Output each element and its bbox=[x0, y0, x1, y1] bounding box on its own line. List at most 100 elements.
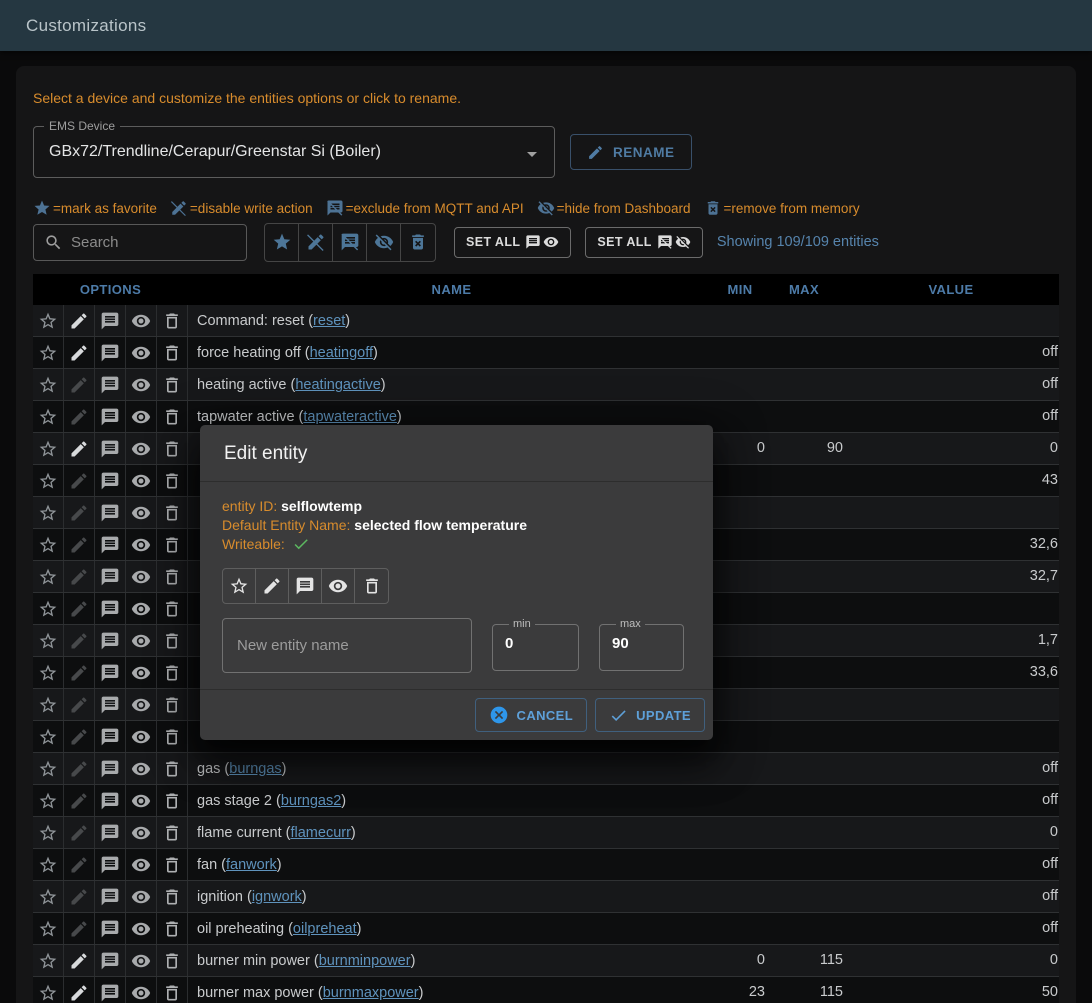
update-button[interactable]: UPDATE bbox=[595, 698, 705, 732]
writeable-pencil-icon bbox=[64, 465, 95, 496]
writeable-pencil-icon bbox=[64, 657, 95, 688]
entity-min-cell bbox=[715, 689, 765, 720]
table-row[interactable]: gas (burngas) off bbox=[33, 753, 1059, 785]
favorite-star-icon bbox=[33, 849, 64, 880]
search-input[interactable] bbox=[71, 233, 231, 251]
entity-id-link[interactable]: reset bbox=[313, 312, 346, 329]
writeable-pencil-icon bbox=[64, 753, 95, 784]
visibility-eye-icon bbox=[126, 401, 157, 432]
table-row[interactable]: burner max power (burnmaxpower) 23 115 5… bbox=[33, 977, 1059, 1003]
entity-max-cell bbox=[765, 593, 843, 624]
table-row[interactable]: ignition (ignwork) off bbox=[33, 881, 1059, 913]
eye-off-icon bbox=[675, 234, 691, 250]
writeable-pencil-icon bbox=[64, 625, 95, 656]
entity-min-cell bbox=[715, 497, 765, 528]
eye-icon bbox=[328, 576, 348, 596]
entity-id-link[interactable]: heatingactive bbox=[295, 376, 381, 393]
entity-id-link[interactable]: flamecurr bbox=[290, 824, 351, 841]
entity-id-line: entity ID: selflowtemp bbox=[222, 497, 691, 516]
writeable-pencil-icon bbox=[64, 305, 95, 336]
favorite-star-icon bbox=[33, 337, 64, 368]
set-all-enable-button[interactable]: SET ALL bbox=[454, 226, 572, 258]
entity-max-cell bbox=[765, 625, 843, 656]
entity-min-cell bbox=[715, 465, 765, 496]
cancel-button[interactable]: CANCEL bbox=[474, 698, 588, 732]
mqtt-comment-icon bbox=[95, 913, 126, 944]
entity-id-link[interactable]: fanwork bbox=[226, 856, 277, 873]
rename-button[interactable]: RENAME bbox=[570, 134, 692, 170]
trash-icon bbox=[362, 576, 382, 596]
filter-toggle-comment-off[interactable] bbox=[333, 223, 367, 261]
dialog-toggle-pencil[interactable] bbox=[256, 569, 289, 603]
filter-toggle-pencil-off[interactable] bbox=[299, 223, 333, 261]
entity-max-cell bbox=[765, 401, 843, 432]
entity-id-link[interactable]: burnmaxpower bbox=[322, 984, 419, 1001]
eye-icon bbox=[543, 234, 559, 250]
favorite-star-icon bbox=[33, 593, 64, 624]
entity-id-link[interactable]: tapwateractive bbox=[303, 408, 397, 425]
delete-trash-icon bbox=[157, 913, 188, 944]
ems-device-select[interactable]: EMS Device GBx72/Trendline/Cerapur/Green… bbox=[33, 119, 555, 178]
table-row[interactable]: burner min power (burnminpower) 0 115 0 bbox=[33, 945, 1059, 977]
entity-value-cell bbox=[843, 721, 1059, 752]
check-icon bbox=[292, 535, 310, 553]
favorite-star-icon bbox=[33, 305, 64, 336]
filter-toggle-star-filled[interactable] bbox=[265, 223, 299, 261]
entity-name-cell: gas stage 2 (burngas2) bbox=[197, 792, 347, 809]
table-row[interactable]: oil preheating (oilpreheat) off bbox=[33, 913, 1059, 945]
entity-max-cell bbox=[765, 369, 843, 400]
entity-name-cell: burner min power (burnminpower) bbox=[197, 952, 416, 969]
dialog-toggle-trash[interactable] bbox=[355, 569, 388, 603]
table-row[interactable]: fan (fanwork) off bbox=[33, 849, 1059, 881]
entity-min-cell bbox=[715, 369, 765, 400]
comment-off-icon bbox=[326, 199, 344, 217]
entity-value-cell: 1,7 bbox=[1037, 632, 1058, 648]
entity-min-cell bbox=[715, 817, 765, 848]
entity-id-link[interactable]: burnminpower bbox=[318, 952, 411, 969]
entity-name-cell: flame current (flamecurr) bbox=[197, 824, 356, 841]
table-row[interactable]: heating active (heatingactive) off bbox=[33, 369, 1059, 401]
entity-id-link[interactable]: heatingoff bbox=[309, 344, 374, 361]
writeable-pencil-icon bbox=[64, 913, 95, 944]
writeable-pencil-icon bbox=[64, 401, 95, 432]
entity-min-cell bbox=[715, 529, 765, 560]
table-row[interactable]: gas stage 2 (burngas2) off bbox=[33, 785, 1059, 817]
set-all-disable-button[interactable]: SET ALL bbox=[585, 226, 703, 258]
entity-min-cell bbox=[715, 401, 765, 432]
table-row[interactable]: force heating off (heatingoff) off bbox=[33, 337, 1059, 369]
ems-device-select-label: EMS Device bbox=[44, 119, 121, 133]
entity-value-cell: 50 bbox=[1041, 984, 1058, 1000]
max-field[interactable]: max 90 bbox=[599, 618, 684, 671]
ems-device-select-value: GBx72/Trendline/Cerapur/Greenstar Si (Bo… bbox=[49, 143, 381, 160]
filter-toggle-trash-x[interactable] bbox=[401, 224, 435, 261]
entity-id-link[interactable]: burngas2 bbox=[280, 792, 342, 809]
entity-min-cell bbox=[715, 561, 765, 592]
header-value: VALUE bbox=[928, 282, 974, 297]
entity-id-link[interactable]: burngas bbox=[229, 760, 282, 777]
entity-id-link[interactable]: ignwork bbox=[251, 888, 302, 905]
dialog-toggle-star[interactable] bbox=[223, 569, 256, 603]
entity-id-link[interactable]: oilpreheat bbox=[292, 920, 357, 937]
entity-max-cell bbox=[765, 497, 843, 528]
max-field-value: 90 bbox=[612, 635, 629, 652]
dialog-title: Edit entity bbox=[200, 425, 713, 482]
new-entity-name-input[interactable] bbox=[222, 618, 472, 673]
writeable-pencil-icon bbox=[64, 497, 95, 528]
writeable-pencil-icon bbox=[64, 593, 95, 624]
mqtt-comment-icon bbox=[95, 369, 126, 400]
entity-min-cell bbox=[715, 849, 765, 880]
entity-max-cell bbox=[765, 881, 843, 912]
dialog-toggle-comment[interactable] bbox=[289, 569, 322, 603]
edit-entity-dialog: Edit entity entity ID: selflowtemp Defau… bbox=[200, 425, 713, 740]
writeable-pencil-icon bbox=[64, 945, 95, 976]
delete-trash-icon bbox=[157, 817, 188, 848]
table-row[interactable]: flame current (flamecurr) 0 bbox=[33, 817, 1059, 849]
dialog-toggle-eye[interactable] bbox=[322, 569, 355, 603]
table-row[interactable]: Command: reset (reset) bbox=[33, 305, 1059, 337]
hint-text: Select a device and customize the entiti… bbox=[33, 90, 461, 106]
entity-value-cell: off bbox=[1042, 888, 1058, 904]
min-field[interactable]: min 0 bbox=[492, 618, 579, 671]
writeable-pencil-icon bbox=[64, 817, 95, 848]
filter-toggle-eye-off[interactable] bbox=[367, 223, 401, 261]
delete-trash-icon bbox=[157, 785, 188, 816]
